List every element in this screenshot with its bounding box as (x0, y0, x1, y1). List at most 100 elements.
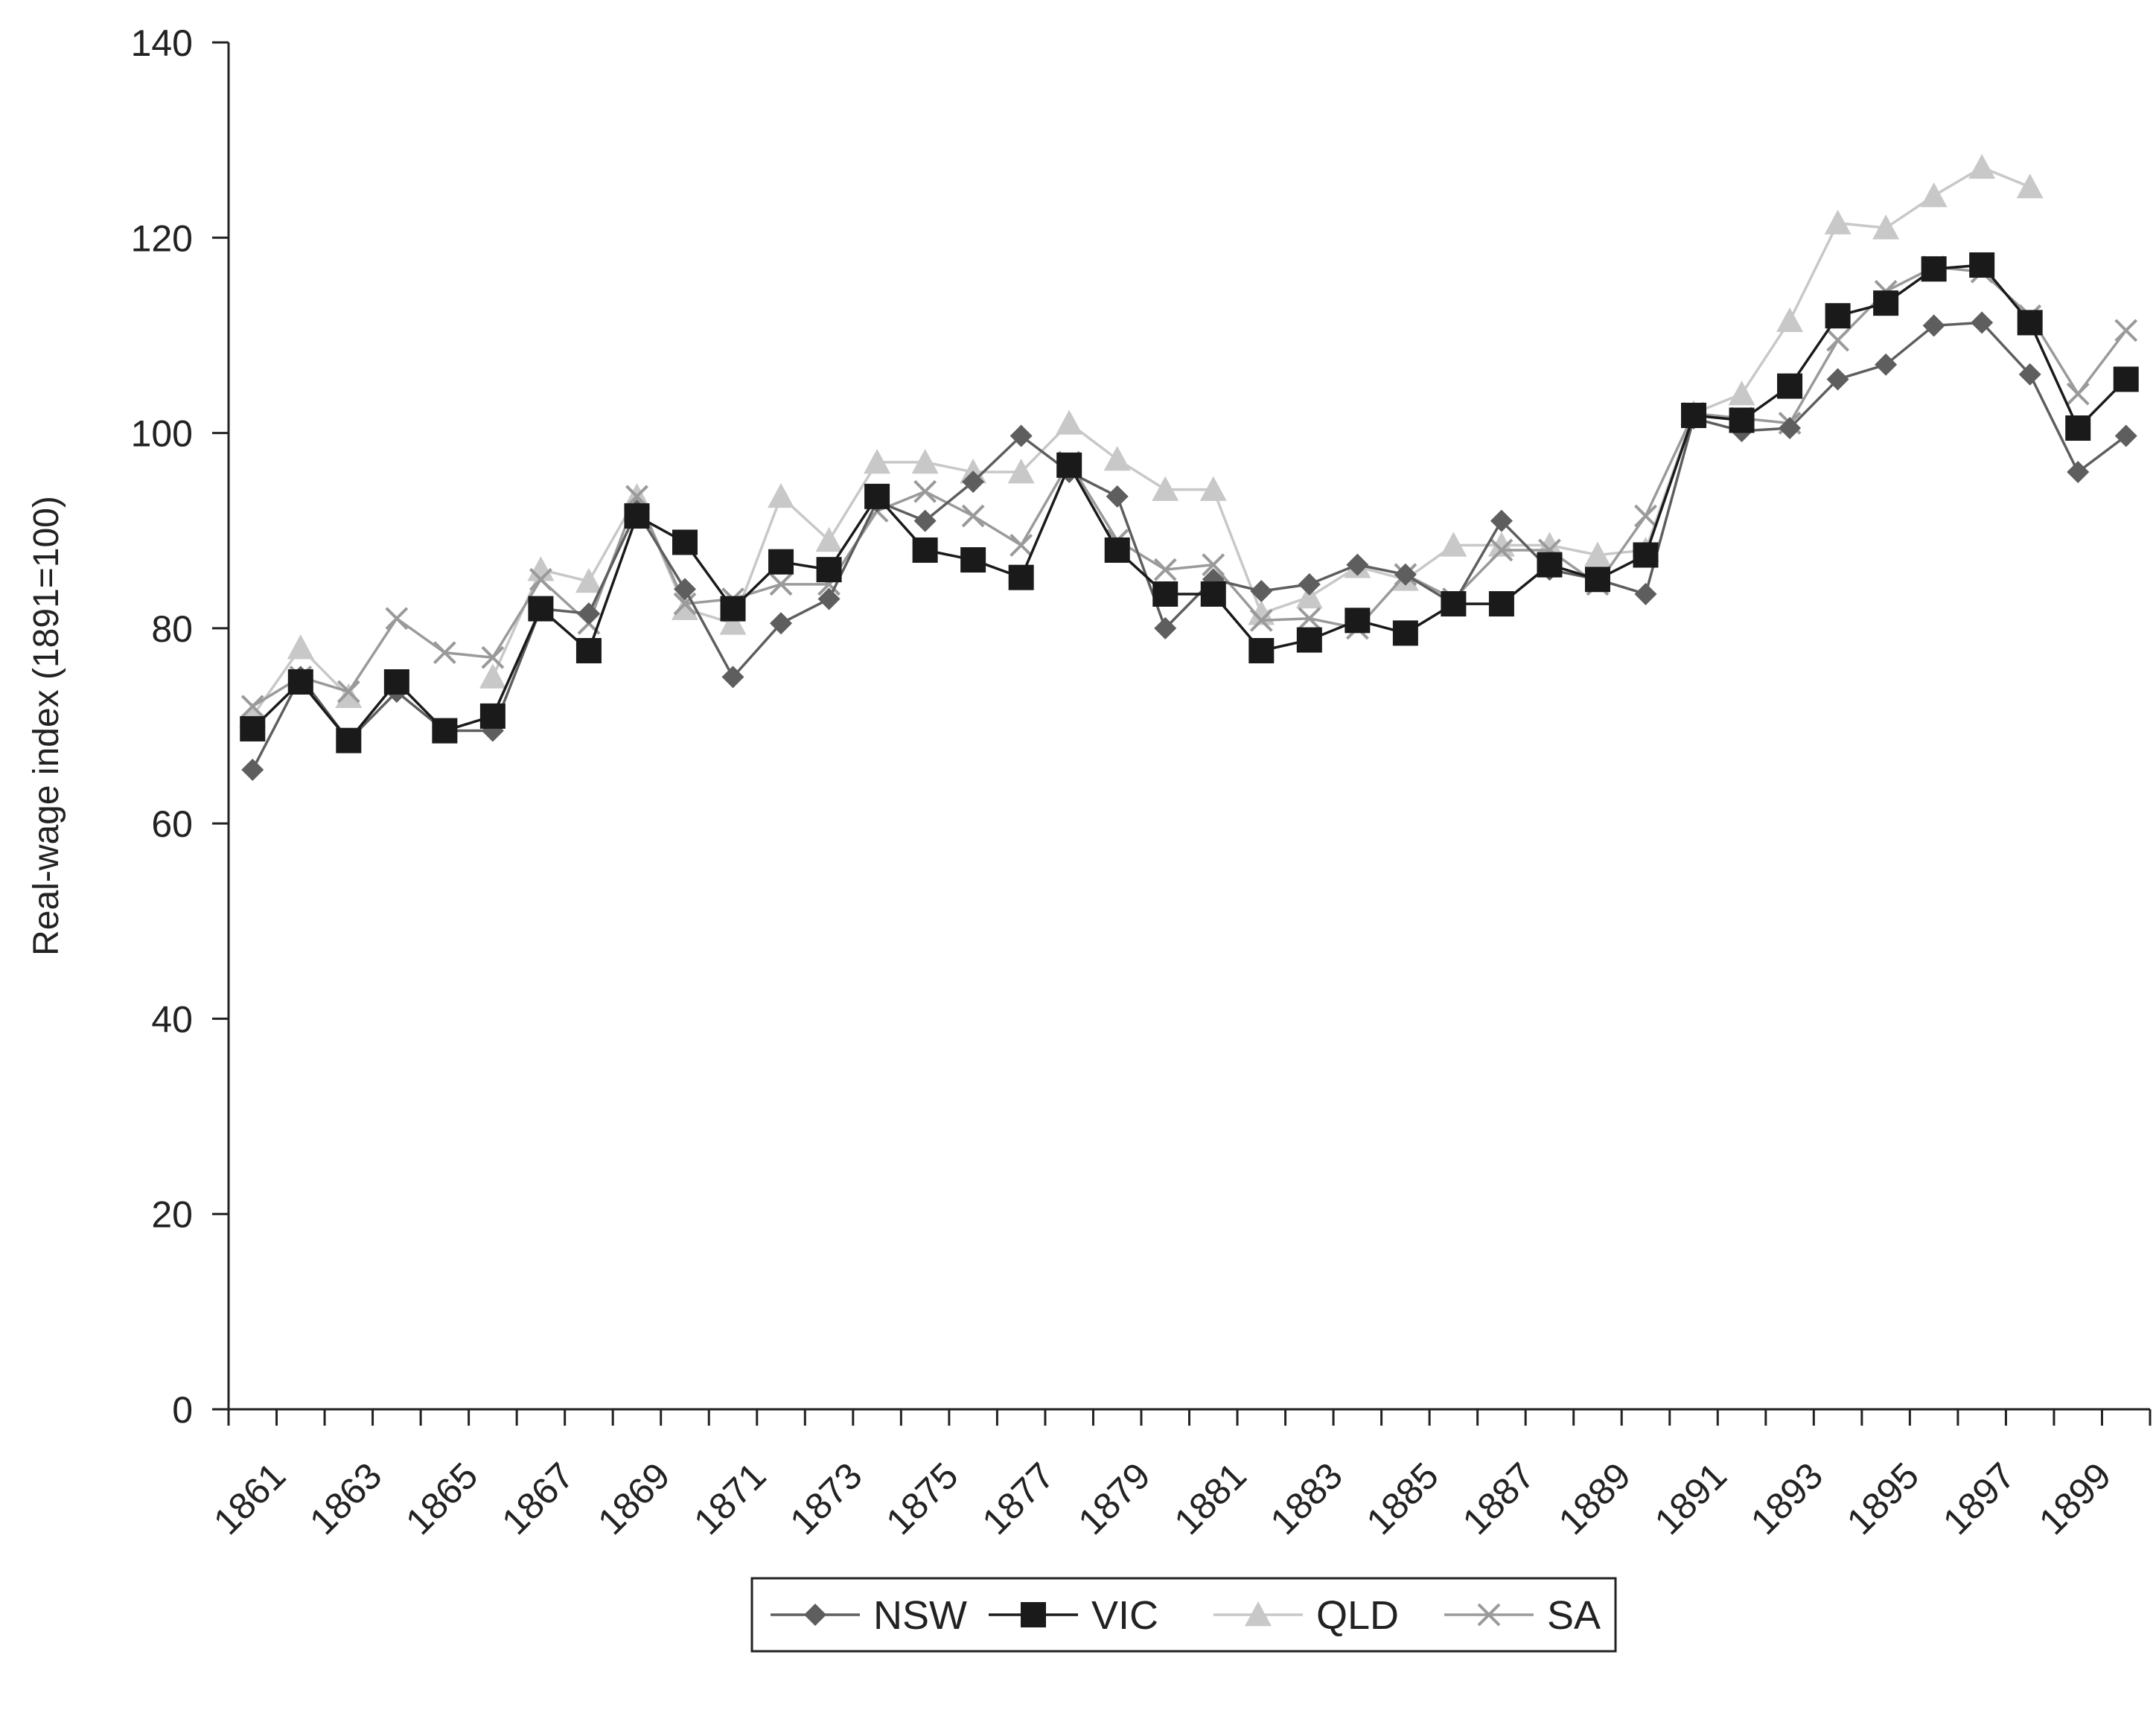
data-point-vic (2017, 310, 2043, 336)
data-point-qld (1199, 476, 1227, 501)
data-point-nsw (1971, 311, 1994, 334)
data-point-vic (720, 596, 746, 622)
data-point-qld (1440, 532, 1467, 557)
x-tick-label: 1883 (1263, 1455, 1350, 1543)
data-point-nsw (2114, 424, 2137, 447)
data-point-nsw (241, 759, 264, 782)
data-point-qld (1824, 209, 1852, 235)
x-marker-stroke (961, 504, 985, 528)
x-marker-stroke (673, 592, 697, 616)
y-tick-label: 40 (151, 998, 193, 1040)
data-point-nsw (817, 587, 841, 610)
data-point-vic (240, 715, 266, 741)
data-point-qld (815, 526, 843, 552)
legend-marker-vic (1021, 1602, 1046, 1627)
data-point-vic (1441, 591, 1467, 617)
data-point-vic (575, 638, 602, 664)
data-point-sa (1153, 558, 1177, 581)
x-tick-label: 1887 (1455, 1455, 1543, 1543)
x-marker-stroke (1249, 608, 1273, 632)
legend-label-vic: VIC (1091, 1593, 1158, 1638)
y-tick-label: 140 (131, 22, 193, 64)
data-point-nsw (1298, 572, 1321, 596)
x-tick-label: 1877 (975, 1455, 1062, 1543)
x-tick-label: 1871 (686, 1455, 774, 1543)
legend-item-vic: VIC (989, 1593, 1158, 1638)
data-point-sa (1634, 504, 1657, 528)
data-point-sa (961, 504, 985, 528)
data-point-vic (1345, 607, 1371, 634)
data-point-nsw (2018, 363, 2041, 386)
x-tick-label: 1875 (878, 1455, 966, 1543)
data-point-qld (527, 556, 555, 581)
data-point-vic (1777, 373, 1803, 399)
legend-marker-qld (1245, 1601, 1272, 1627)
data-point-vic (1969, 252, 1995, 278)
series-line-sa (252, 265, 2128, 708)
data-point-qld (768, 482, 795, 508)
data-point-nsw (913, 509, 937, 532)
data-point-sa (1298, 607, 1321, 631)
legend: NSW VIC QLD SA (750, 1577, 1617, 1653)
x-marker-stroke (1202, 553, 1225, 577)
data-point-nsw (2067, 461, 2090, 484)
x-tick-label: 1895 (1839, 1455, 1927, 1543)
data-point-nsw (1490, 509, 1513, 532)
x-marker-stroke (240, 695, 264, 718)
data-point-sa (1490, 538, 1514, 562)
x-marker-stroke (1826, 328, 1850, 352)
data-point-sa (481, 645, 505, 669)
data-point-sa (913, 479, 937, 503)
x-tick-label: 1897 (1935, 1455, 2023, 1543)
data-point-vic (1633, 542, 1659, 568)
data-point-vic (1152, 581, 1179, 607)
data-point-sa (1826, 328, 1850, 352)
y-tick-label: 60 (151, 803, 193, 845)
data-point-vic (1056, 452, 1082, 478)
x-tick-label: 1873 (782, 1455, 870, 1543)
data-point-nsw (1875, 353, 1898, 376)
x-marker-stroke (1477, 1603, 1501, 1627)
data-point-sa (337, 680, 360, 704)
x-tick-label: 1867 (494, 1455, 581, 1543)
data-point-qld (335, 683, 363, 708)
data-point-nsw (1634, 582, 1657, 605)
data-point-nsw (1250, 580, 1273, 603)
data-point-vic (1104, 537, 1130, 563)
x-tick-label: 1863 (302, 1455, 389, 1543)
data-point-vic (1584, 567, 1610, 593)
legend-item-qld: QLD (1213, 1593, 1399, 1638)
series-line-vic (252, 264, 2127, 742)
data-point-qld (1872, 214, 1900, 240)
data-point-sa (240, 695, 264, 718)
data-point-qld (671, 595, 698, 620)
series-layer (239, 153, 2139, 782)
data-point-sa (1249, 608, 1273, 632)
data-point-vic (1729, 407, 1755, 433)
y-tick-label: 0 (172, 1389, 193, 1431)
data-point-sa (673, 592, 697, 616)
data-point-qld (1295, 583, 1323, 609)
x-tick-label: 1885 (1359, 1455, 1447, 1543)
x-marker-stroke (1634, 504, 1657, 528)
data-point-vic (479, 703, 505, 729)
data-point-sa (1010, 533, 1033, 557)
data-point-qld (1248, 600, 1275, 625)
data-point-vic (528, 596, 554, 622)
y-tick-label: 80 (151, 608, 193, 650)
data-point-nsw (1106, 485, 1129, 508)
legend-marker-nsw (804, 1604, 826, 1626)
data-point-vic (2065, 415, 2091, 441)
data-point-vic (1537, 552, 1563, 578)
data-point-vic (1248, 638, 1275, 664)
series-qld (239, 153, 2044, 728)
data-point-nsw (962, 471, 985, 494)
data-point-vic (1392, 620, 1418, 646)
legend-item-sa: SA (1444, 1593, 1601, 1638)
x-tick-label: 1899 (2031, 1455, 2119, 1543)
x-tick-label: 1881 (1167, 1455, 1254, 1543)
data-point-nsw (1154, 616, 1177, 639)
